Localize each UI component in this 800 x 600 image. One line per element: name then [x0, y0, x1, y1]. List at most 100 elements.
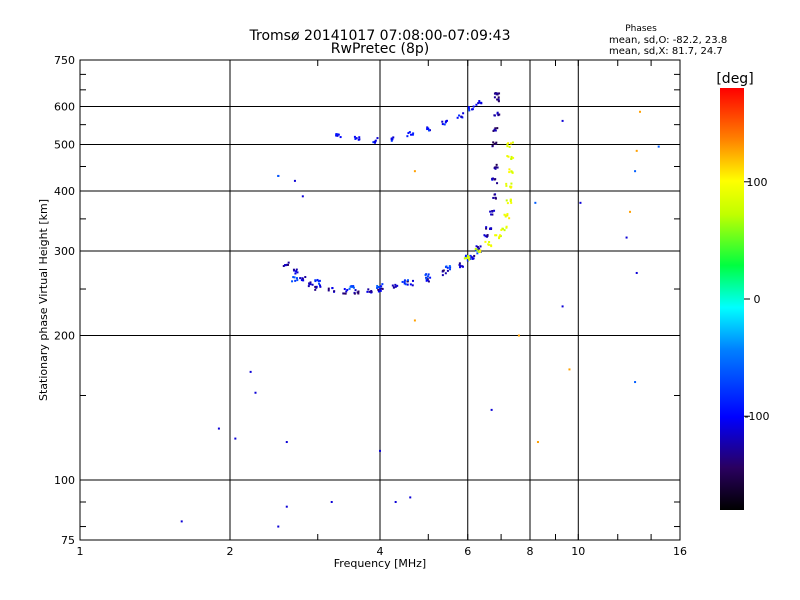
- data-point: [249, 370, 252, 373]
- x-tick-label: 1: [77, 545, 84, 558]
- data-point: [475, 249, 478, 252]
- data-point: [492, 129, 495, 132]
- plot-grid: [80, 60, 680, 540]
- data-point: [494, 142, 497, 145]
- data-point: [377, 286, 380, 289]
- y-axis-label: Stationary phase Virtual Height [km]: [37, 199, 50, 401]
- data-point: [472, 105, 475, 108]
- colorbar-ticks: 100 0 -100: [744, 176, 769, 423]
- data-point: [510, 182, 513, 185]
- x-axis-ticks: 1 2 4 6 8 10 16: [77, 60, 687, 558]
- data-point: [466, 257, 469, 260]
- data-point: [442, 269, 445, 272]
- data-point: [406, 279, 409, 282]
- data-point: [376, 286, 379, 289]
- data-point: [508, 217, 511, 220]
- data-point: [505, 225, 508, 228]
- data-point: [357, 292, 360, 295]
- data-point: [366, 290, 369, 293]
- data-point: [487, 243, 490, 246]
- data-point: [336, 134, 339, 137]
- data-point: [497, 100, 500, 103]
- data-point: [425, 279, 428, 282]
- data-point: [509, 200, 512, 203]
- data-point: [474, 248, 477, 251]
- data-point: [380, 285, 383, 288]
- data-point: [507, 155, 510, 158]
- data-point: [343, 292, 346, 295]
- data-point: [317, 280, 320, 283]
- data-point: [411, 133, 414, 136]
- data-point: [568, 368, 571, 371]
- colorbar-tick-label: -100: [745, 410, 770, 423]
- data-point: [302, 279, 305, 282]
- data-point: [394, 283, 397, 286]
- data-point: [491, 213, 494, 216]
- data-point: [510, 170, 513, 173]
- data-point: [336, 133, 339, 136]
- data-point: [292, 268, 295, 271]
- data-point: [412, 132, 415, 135]
- data-point: [478, 100, 481, 103]
- y-tick-label: 300: [54, 245, 75, 258]
- data-point: [327, 287, 330, 290]
- data-points: [180, 92, 660, 528]
- data-point: [352, 286, 355, 289]
- data-point: [634, 170, 637, 173]
- data-point: [509, 198, 512, 201]
- data-point: [441, 274, 444, 277]
- data-point: [449, 268, 452, 271]
- data-point: [458, 114, 461, 117]
- data-point: [511, 171, 514, 174]
- data-point: [478, 101, 481, 104]
- data-point: [358, 136, 361, 139]
- data-point: [333, 290, 336, 293]
- data-point: [446, 266, 449, 269]
- data-point: [349, 285, 352, 288]
- data-point: [285, 441, 288, 444]
- data-point: [441, 120, 444, 123]
- x-tick-label: 4: [377, 545, 384, 558]
- data-point: [480, 102, 483, 105]
- data-point: [506, 145, 509, 148]
- data-point: [296, 279, 299, 282]
- data-point: [492, 141, 495, 144]
- x-tick-label: 2: [227, 545, 234, 558]
- data-point: [376, 284, 379, 287]
- data-point: [394, 285, 397, 288]
- data-point: [504, 214, 507, 217]
- data-point: [476, 246, 479, 249]
- data-point: [407, 132, 410, 135]
- y-tick-label: 600: [54, 101, 75, 114]
- data-point: [491, 210, 494, 213]
- data-point: [307, 285, 310, 288]
- data-point: [353, 292, 356, 295]
- data-point: [501, 227, 504, 230]
- data-point: [505, 184, 508, 187]
- data-point: [406, 283, 409, 286]
- phases-heading: Phases: [625, 24, 657, 34]
- data-point: [476, 249, 479, 252]
- data-point: [427, 280, 430, 283]
- data-point: [475, 103, 478, 106]
- data-point: [372, 141, 375, 144]
- data-point: [496, 111, 499, 114]
- data-point: [490, 213, 493, 216]
- data-point: [353, 135, 356, 138]
- data-point: [411, 284, 414, 287]
- y-tick-label: 200: [54, 330, 75, 343]
- data-point: [469, 254, 472, 257]
- data-point: [217, 427, 220, 430]
- data-point: [293, 179, 296, 182]
- data-point: [483, 234, 486, 237]
- data-point: [308, 283, 311, 286]
- data-point: [408, 131, 411, 134]
- data-point: [370, 289, 373, 292]
- x-axis-label: Frequency [MHz]: [334, 557, 426, 570]
- data-point: [458, 262, 461, 265]
- data-point: [496, 182, 499, 185]
- data-point: [304, 276, 307, 279]
- data-point: [301, 195, 304, 198]
- data-point: [300, 279, 303, 282]
- data-point: [484, 235, 487, 238]
